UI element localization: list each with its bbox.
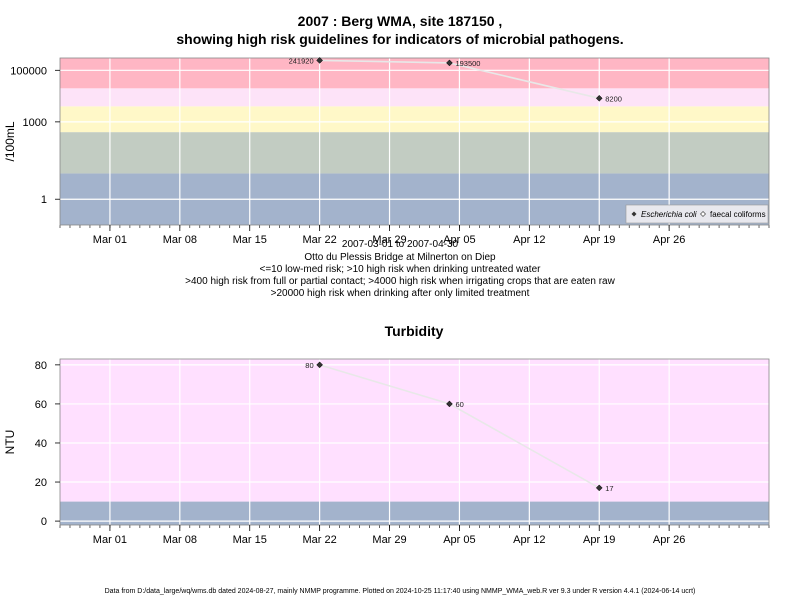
- x-tick-label: Apr 19: [583, 534, 615, 546]
- x-tick-label: Mar 01: [93, 534, 127, 546]
- legend-marker-ecoli: [631, 211, 637, 217]
- x-tick-label: Apr 26: [653, 234, 685, 246]
- risk-band-4: [60, 58, 769, 89]
- footer-note: Data from D:/data_large/wq/wms.db dated …: [104, 588, 696, 595]
- data-label: 60: [455, 400, 463, 409]
- x-tick-label: Apr 05: [443, 534, 475, 546]
- data-label: 17: [605, 484, 613, 493]
- data-point: [595, 94, 603, 102]
- data-point: [316, 57, 323, 64]
- data-point: [446, 400, 453, 408]
- legend-box: [625, 204, 769, 224]
- y-axis-label: NTU: [3, 430, 17, 455]
- caption-site-name: Otto du Plessis Bridge at Milnerton on D…: [304, 252, 496, 263]
- y-tick-label: 20: [35, 477, 47, 489]
- data-point: [316, 361, 323, 369]
- x-tick-label: Mar 22: [303, 234, 337, 246]
- x-tick-label: Mar 29: [372, 234, 406, 246]
- data-point: [446, 59, 453, 67]
- y-tick-label: 40: [35, 438, 47, 450]
- data-label: 193500: [455, 59, 480, 68]
- x-tick-label: Mar 01: [93, 234, 127, 246]
- y-tick-label: 0: [41, 516, 47, 528]
- risk-band-3: [60, 88, 769, 107]
- risk-band-0: [60, 501, 769, 525]
- caption-date-range: 2007-03-01 to 2007-04-30: [341, 239, 459, 250]
- chart-title-line2: showing high risk guidelines for indicat…: [176, 31, 624, 47]
- turbidity-title: Turbidity: [384, 323, 444, 339]
- y-tick-label: 1000: [23, 117, 47, 129]
- x-tick-label: Mar 15: [233, 234, 267, 246]
- x-tick-label: Apr 12: [513, 534, 545, 546]
- legend-marker-faecal: [700, 211, 706, 217]
- x-tick-label: Mar 08: [163, 534, 197, 546]
- x-tick-label: Mar 15: [233, 534, 267, 546]
- x-tick-label: Apr 12: [513, 234, 545, 246]
- legend-label-ecoli: Escherichia coli: [641, 210, 697, 219]
- x-tick-label: Mar 08: [163, 234, 197, 246]
- y-tick-label: 60: [35, 399, 47, 411]
- data-label: 80: [305, 361, 313, 370]
- caption-risk-drinking: <=10 low-med risk; >10 high risk when dr…: [259, 264, 541, 275]
- chart-title-line1: 2007 : Berg WMA, site 187150 ,: [297, 13, 503, 29]
- data-point: [595, 484, 603, 492]
- data-label: 8200: [605, 94, 622, 103]
- y-axis-label: /100mL: [3, 121, 17, 161]
- caption-risk-treatment: >20000 high risk when drinking after onl…: [270, 288, 530, 299]
- y-tick-label: 80: [35, 360, 47, 372]
- y-tick-label: 1: [41, 194, 47, 206]
- legend-label-faecal: faecal coliforms: [710, 210, 766, 219]
- x-tick-label: Apr 19: [583, 234, 615, 246]
- data-label: 241920: [289, 56, 314, 65]
- plot-frame: [59, 57, 770, 226]
- x-tick-label: Apr 26: [653, 534, 685, 546]
- caption-risk-contact: >400 high risk from full or partial cont…: [185, 276, 615, 287]
- x-tick-label: Apr 05: [443, 234, 475, 246]
- risk-band-1: [60, 359, 769, 502]
- plot-frame: [59, 358, 770, 526]
- risk-band-1: [60, 132, 769, 174]
- x-tick-label: Mar 29: [372, 534, 406, 546]
- x-tick-label: Mar 22: [303, 534, 337, 546]
- y-tick-label: 100000: [10, 65, 47, 77]
- risk-band-2: [60, 106, 769, 133]
